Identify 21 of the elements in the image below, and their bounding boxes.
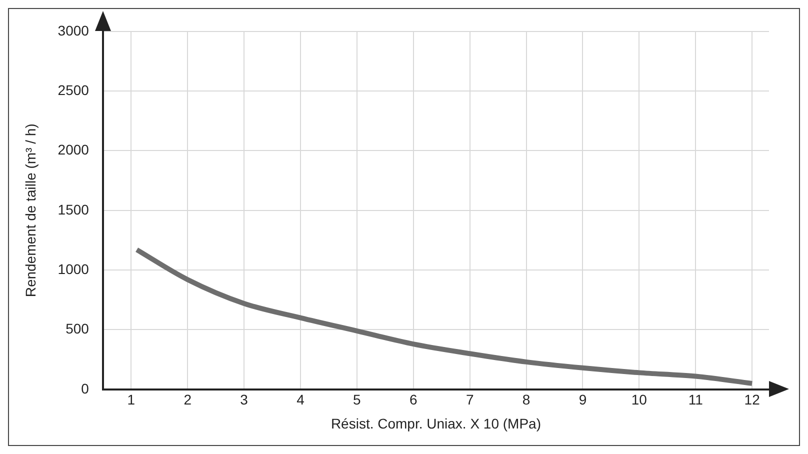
x-tick-label: 12 xyxy=(744,392,760,408)
x-tick-label: 6 xyxy=(409,392,418,408)
x-tick-label: 3 xyxy=(240,392,248,408)
y-tick-label: 1000 xyxy=(58,260,90,277)
x-tick-label: 10 xyxy=(631,392,648,408)
y-tick-label: 2500 xyxy=(58,82,90,98)
x-tick-label: 2 xyxy=(184,392,192,408)
y-tick-label: 3000 xyxy=(58,22,90,38)
x-tick-label: 5 xyxy=(353,392,362,408)
y-tick-label: 500 xyxy=(66,320,90,337)
y-axis-title: Rendement de taille (m³ / h) xyxy=(22,124,38,298)
x-tick-label: 4 xyxy=(296,392,305,408)
x-tick-label: 11 xyxy=(688,392,704,408)
x-tick-label: 1 xyxy=(127,392,136,408)
y-tick-label: 1500 xyxy=(58,201,90,218)
y-tick-label: 2000 xyxy=(58,142,90,158)
y-tick-label: 0 xyxy=(81,380,90,396)
x-axis-title: Résist. Compr. Uniax. X 10 (MPa) xyxy=(330,415,542,432)
x-tick-label: 9 xyxy=(578,392,587,408)
x-tick-label: 8 xyxy=(522,392,530,408)
x-tick-label: 7 xyxy=(466,392,474,408)
